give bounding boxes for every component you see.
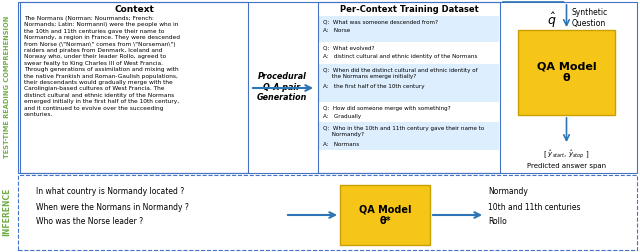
Bar (20, 2, 248, 173)
Text: A:   Norse: A: Norse (323, 28, 350, 33)
Bar (318, 2, 500, 173)
Bar (319, 16, 499, 42)
Text: A:   distinct cultural and ethnic identity of the Normans: A: distinct cultural and ethnic identity… (323, 54, 477, 59)
Text: Q:  Who in the 10th and 11th century gave their name to
     Normandy?: Q: Who in the 10th and 11th century gave… (323, 126, 484, 137)
Bar (340, 185, 430, 245)
Bar (18, 2, 637, 173)
Text: Q:  How did someone merge with something?: Q: How did someone merge with something? (323, 106, 451, 111)
Text: A:   Normans: A: Normans (323, 142, 359, 147)
Text: TEST-TIME READING COMPREHENSION: TEST-TIME READING COMPREHENSION (4, 16, 10, 158)
Bar (18, 175, 637, 250)
Text: When were the Normans in Normandy ?: When were the Normans in Normandy ? (36, 203, 189, 211)
Text: The Normans (Norman: Nourmands; French:
Normands; Latin: Normanni) were the peop: The Normans (Norman: Nourmands; French: … (24, 16, 180, 117)
Text: QA Model
θ*: QA Model θ* (359, 204, 412, 226)
Bar (518, 30, 615, 115)
Text: Q:  What was someone descended from?: Q: What was someone descended from? (323, 20, 438, 25)
Text: A:   Gradually: A: Gradually (323, 114, 361, 119)
Text: Who was the Norse leader ?: Who was the Norse leader ? (36, 217, 143, 227)
Text: Per-Context Training Dataset: Per-Context Training Dataset (340, 5, 478, 14)
Text: Synthetic
Question: Synthetic Question (572, 8, 608, 28)
Text: INFERENCE: INFERENCE (3, 188, 12, 236)
Text: [ $\hat{y}_{start}$, $\hat{y}_{stop}$ ]
Predicted answer span: [ $\hat{y}_{start}$, $\hat{y}_{stop}$ ] … (527, 148, 606, 169)
Text: In what country is Normandy located ?: In what country is Normandy located ? (36, 187, 184, 197)
Text: 10th and 11th centuries: 10th and 11th centuries (488, 203, 580, 211)
Text: Procedural
Q-A pair
Generation: Procedural Q-A pair Generation (257, 72, 307, 102)
Text: $\hat{q}$: $\hat{q}$ (547, 11, 556, 29)
Text: Q:  What evolved?: Q: What evolved? (323, 46, 374, 51)
Text: A:   the first half of the 10th century: A: the first half of the 10th century (323, 84, 424, 89)
Text: Normandy: Normandy (488, 187, 528, 197)
Text: QA Model
θ: QA Model θ (537, 62, 596, 83)
Text: Q:  When did the distinct cultural and ethnic identity of
     the Normans emerg: Q: When did the distinct cultural and et… (323, 68, 477, 79)
Bar (319, 64, 499, 102)
Text: Rollo: Rollo (488, 217, 507, 227)
Text: Context: Context (114, 5, 154, 14)
Bar (319, 122, 499, 150)
